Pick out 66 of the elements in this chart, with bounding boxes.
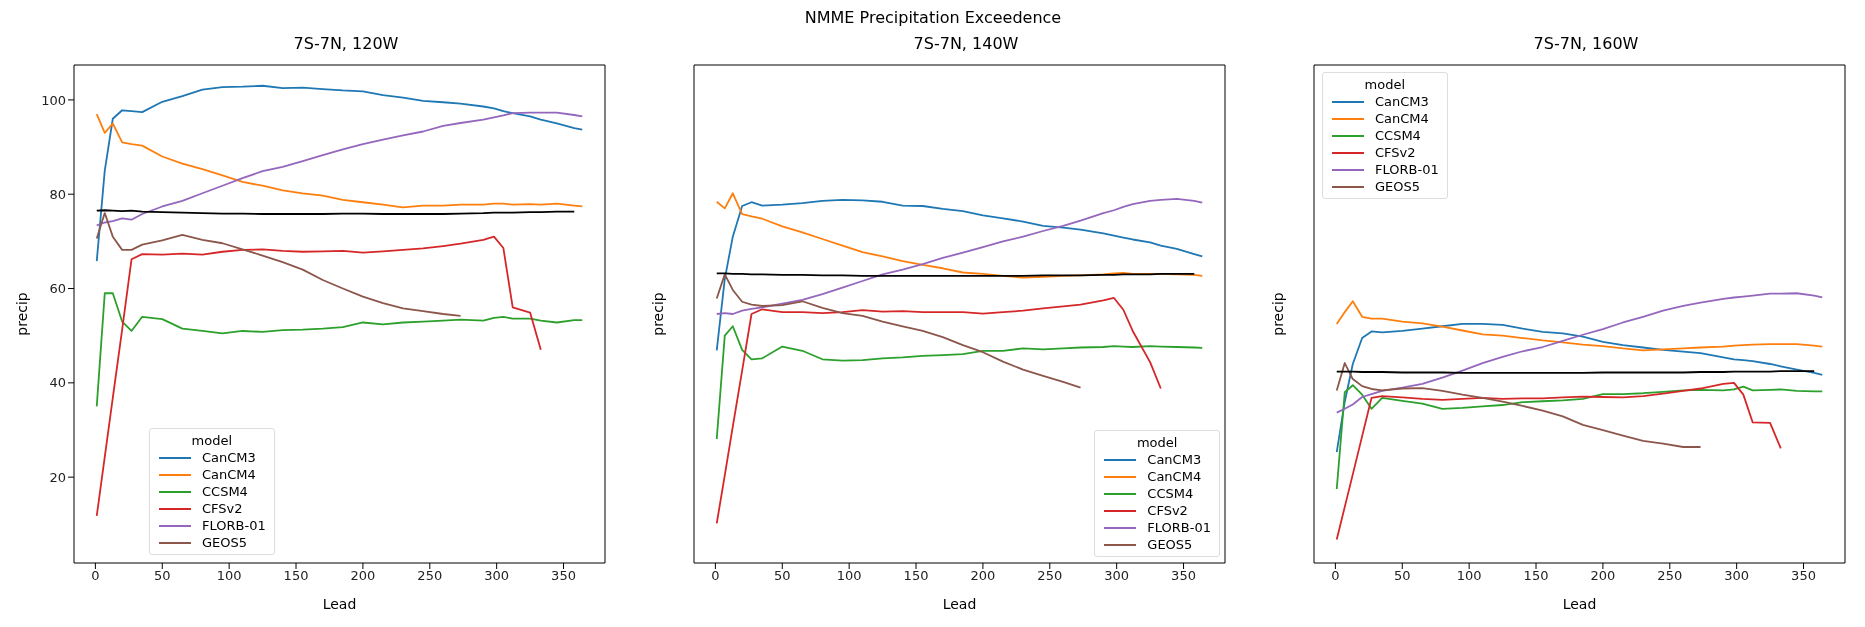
x-tick-label: 300 (1724, 568, 1750, 584)
x-tick-label: 50 (1394, 568, 1411, 584)
x-tick-label: 150 (283, 568, 309, 584)
y-tick-label: 20 (49, 469, 66, 485)
x-tick-label: 100 (836, 568, 862, 584)
x-tick-label: 250 (417, 568, 443, 584)
legend-title: model (190, 432, 234, 449)
x-tick-label: 300 (1104, 568, 1130, 584)
line-series (95, 235, 542, 517)
y-tick-label: 60 (49, 281, 66, 297)
text: NMME Precipitation Exceedence (803, 8, 1063, 29)
x-axis-title: Lead (942, 596, 977, 612)
legend-label: GEOS5 (1147, 536, 1193, 553)
x-tick-label: 250 (1037, 568, 1063, 584)
chart-title: 7S-7N, 120W (292, 34, 400, 55)
legend-label: CFSv2 (1375, 144, 1416, 161)
legend-label: CFSv2 (202, 500, 243, 517)
y-tick-label: 80 (49, 186, 66, 202)
y-axis-title: precip (649, 292, 666, 336)
legend-label: CCSM4 (202, 483, 248, 500)
legend-label: FLORB-01 (202, 517, 266, 534)
x-tick-label: 150 (903, 568, 929, 584)
legend-label: GEOS5 (1375, 178, 1421, 195)
legend-label: CanCM4 (202, 466, 256, 483)
x-tick-label: 0 (711, 568, 720, 584)
legend-label: CanCM3 (1147, 451, 1202, 468)
x-tick-label: 250 (1657, 568, 1683, 584)
x-tick-label: 50 (774, 568, 791, 584)
line-series (95, 84, 584, 263)
x-tick-label: 50 (154, 568, 171, 584)
line-series (95, 212, 462, 317)
legend-label: CanCM4 (1375, 110, 1429, 127)
y-axis-title: precip (1269, 292, 1286, 336)
line-series (95, 113, 584, 209)
chart-title: 7S-7N, 140W (912, 34, 1020, 55)
x-tick-label: 300 (484, 568, 510, 584)
y-axis-title: precip (13, 292, 30, 336)
x-tick-label: 0 (91, 568, 100, 584)
x-tick-label: 0 (1331, 568, 1340, 584)
legend-title: model (1135, 434, 1179, 451)
line-series (95, 292, 584, 408)
legend-label: GEOS5 (202, 534, 248, 551)
y-tick-label: 40 (49, 375, 66, 391)
x-tick-label: 350 (1791, 568, 1816, 584)
x-axis-title: Lead (1562, 596, 1597, 612)
legend-label: CanCM4 (1147, 468, 1202, 485)
legend-label: CFSv2 (1147, 502, 1188, 519)
legend-label: FLORB-01 (1375, 161, 1439, 178)
line-series (95, 111, 584, 227)
y-tick-label: 100 (41, 92, 66, 108)
x-tick-label: 150 (1523, 568, 1549, 584)
x-tick-label: 200 (350, 568, 376, 584)
x-tick-label: 350 (551, 568, 576, 584)
x-tick-label: 200 (970, 568, 996, 584)
legend-label: FLORB-01 (1147, 519, 1211, 536)
x-tick-label: 350 (1171, 568, 1196, 584)
legend-label: CanCM3 (1375, 93, 1429, 110)
x-tick-label: 100 (216, 568, 242, 584)
legend-label: CanCM3 (202, 449, 256, 466)
x-tick-label: 200 (1590, 568, 1616, 584)
x-tick-label: 100 (1456, 568, 1482, 584)
chart-title: 7S-7N, 160W (1532, 34, 1640, 55)
legend-label: CCSM4 (1375, 127, 1421, 144)
legend-label: CCSM4 (1147, 485, 1194, 502)
x-axis-title: Lead (322, 596, 357, 612)
legend-title: model (1363, 76, 1407, 93)
